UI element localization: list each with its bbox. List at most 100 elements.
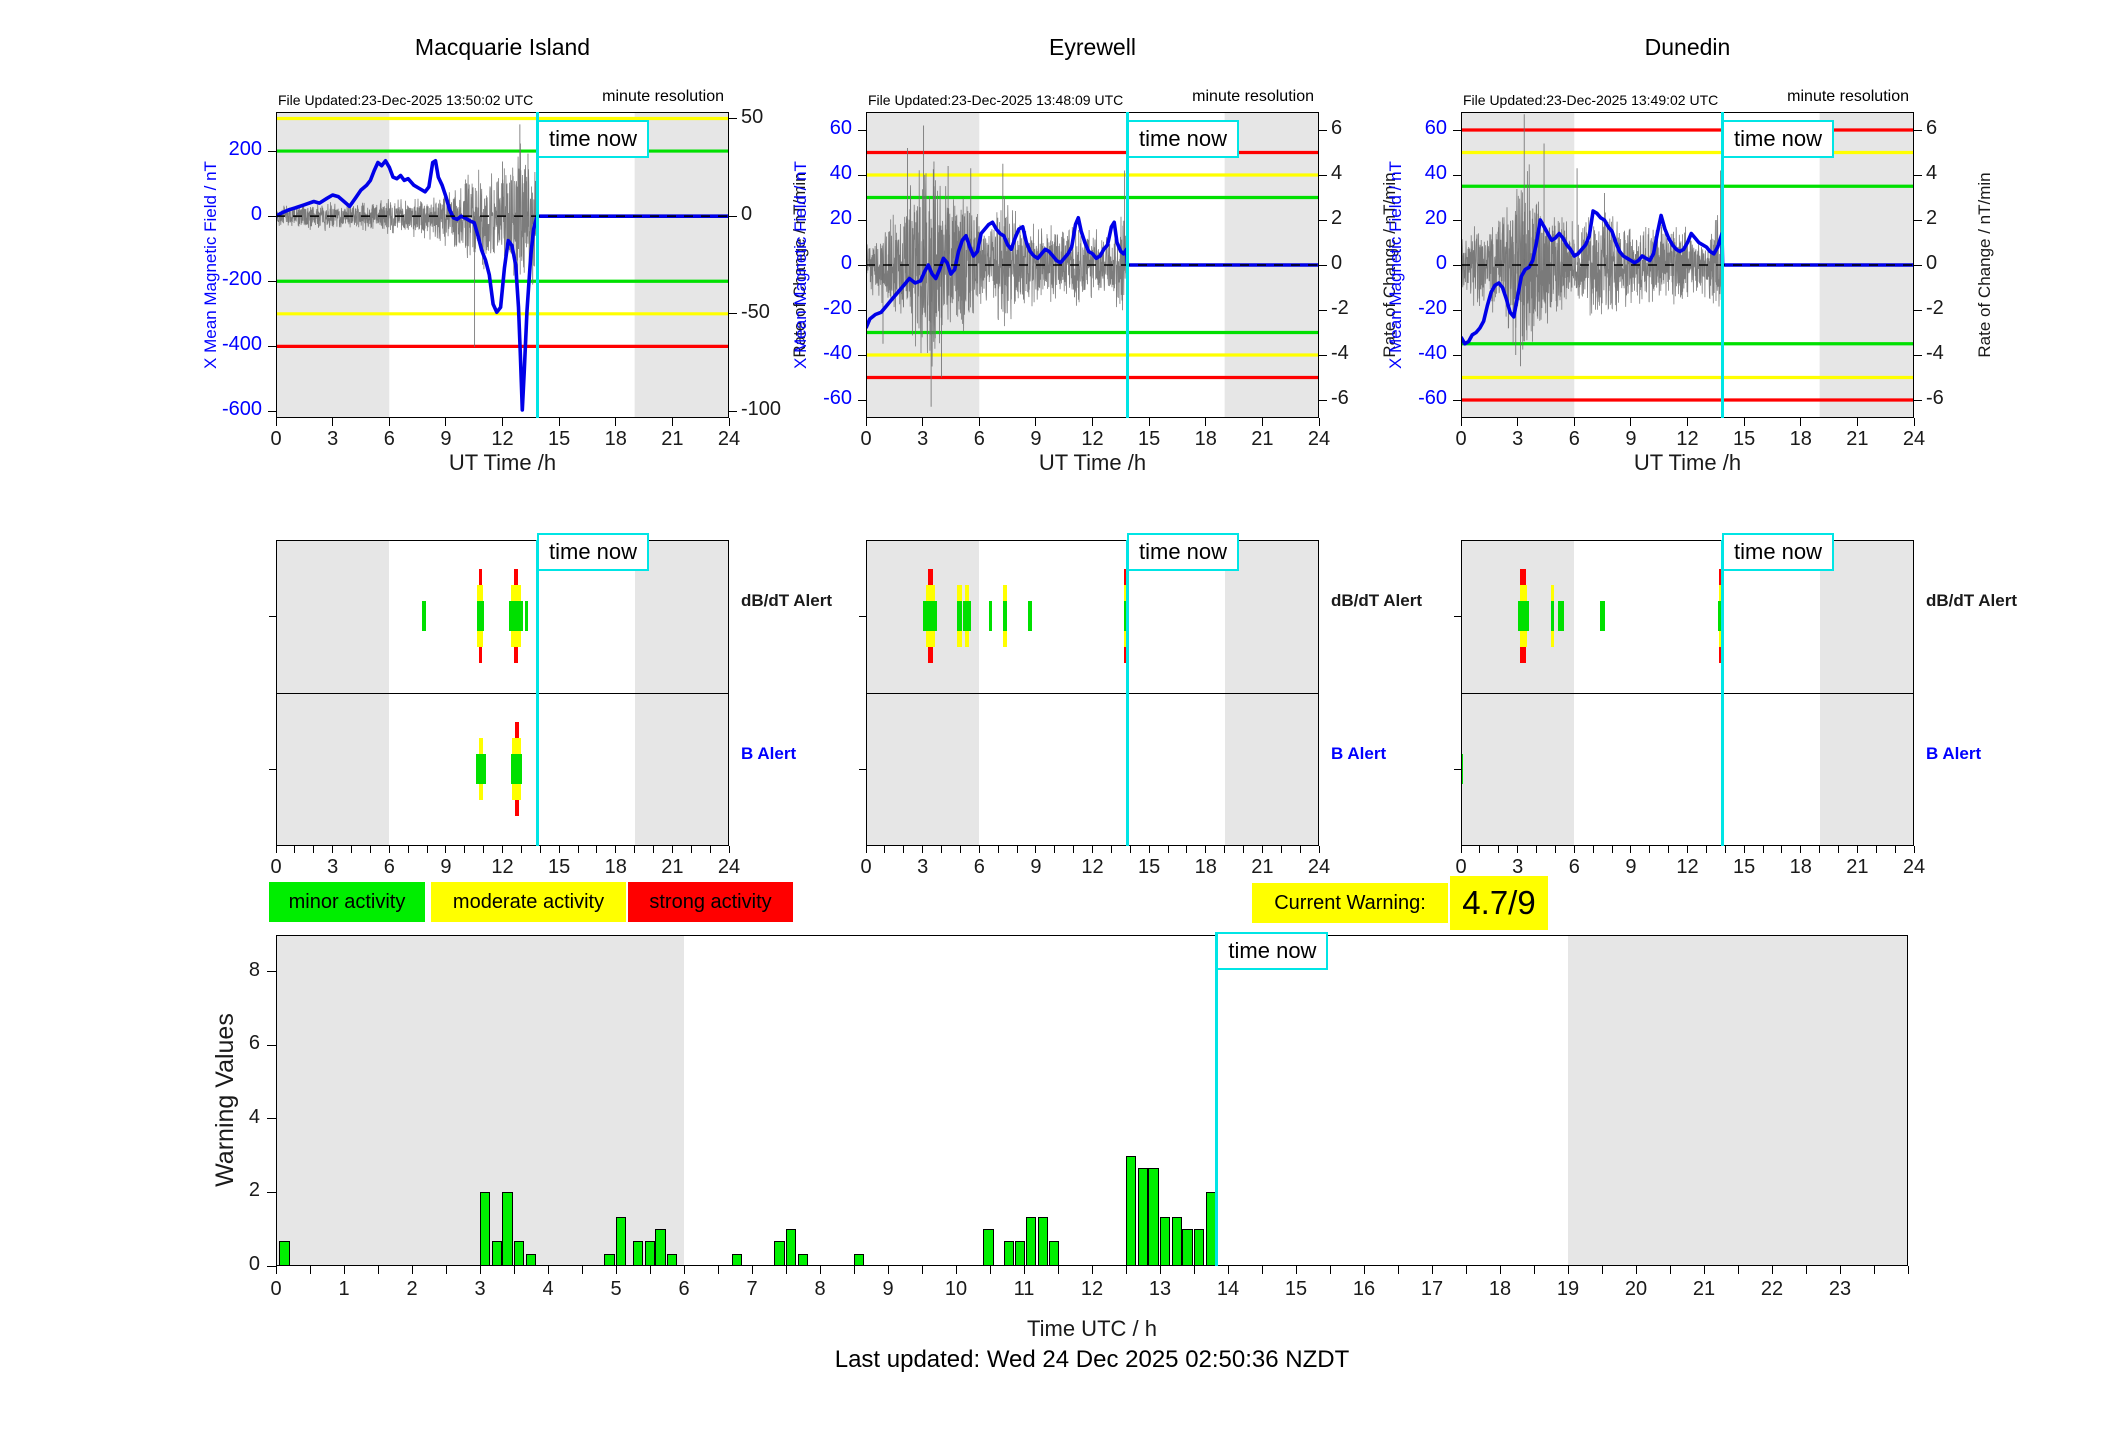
legend-moderate-activity: moderate activity (431, 882, 626, 922)
alert-event-minor (1600, 601, 1605, 631)
x-tick-label: 6 (973, 428, 985, 450)
x-tick (1016, 846, 1018, 853)
strip-divider (866, 692, 1319, 694)
y-tick (1453, 174, 1461, 176)
x-tick (683, 1266, 685, 1274)
x-tick-label: 6 (383, 428, 395, 450)
x-tick (717, 1266, 719, 1274)
x-tick-label: 12 (1676, 428, 1699, 450)
y-tick-label-right: 0 (1926, 252, 1938, 274)
x-tick (1205, 418, 1207, 426)
warning-value-bar (525, 1253, 536, 1266)
x-tick (1243, 846, 1244, 853)
last-updated-text: Last updated: Wed 24 Dec 2025 02:50:36 N… (834, 1346, 1350, 1373)
x-tick (313, 846, 315, 853)
x-tick (445, 846, 447, 853)
x-tick-label: 18 (1194, 856, 1217, 878)
warning-value-bar (1026, 1217, 1037, 1266)
x-tick-label: 18 (1194, 428, 1217, 450)
y-tick-label-left: -400 (221, 333, 262, 356)
y-tick-label-right: 2 (1926, 207, 1938, 229)
x-tick (388, 846, 390, 853)
x-tick-label: 11 (1013, 1278, 1035, 1300)
x-tick-label: 8 (814, 1278, 826, 1300)
x-tick (502, 846, 503, 853)
legend-minor-activity: minor activity (269, 882, 425, 922)
y-tick (1453, 219, 1461, 221)
y-tick-label-right: 6 (1331, 117, 1343, 139)
x-axis-label: UT Time /h (1633, 450, 1742, 475)
y-tick-label-right: -2 (1331, 297, 1349, 319)
warning-value-bar (786, 1229, 797, 1266)
strip-divider (276, 692, 729, 694)
y-tick-label-right: -50 (741, 300, 770, 323)
x-tick (1329, 1266, 1331, 1274)
x-tick (332, 418, 334, 426)
x-tick (1668, 846, 1670, 853)
x-tick-label: 21 (661, 856, 684, 878)
y-tick (267, 1265, 276, 1267)
x-tick (1318, 846, 1320, 853)
x-axis-label: UT Time /h (1038, 450, 1147, 475)
x-tick (1186, 846, 1188, 853)
file-updated-note: File Updated:23-Dec-2025 13:49:02 UTC (1463, 92, 1719, 108)
y-tick-label-right: 4 (1926, 162, 1938, 184)
x-tick (377, 1266, 379, 1274)
y-tick-label: 8 (248, 958, 260, 981)
y-tick (268, 345, 276, 347)
x-tick (959, 846, 961, 853)
alert-event-minor (510, 754, 523, 784)
x-tick (1536, 846, 1537, 853)
x-tick-label: 3 (327, 856, 339, 878)
x-tick-label: 6 (383, 856, 395, 878)
x-tick (1554, 846, 1556, 853)
y-tick (859, 615, 866, 617)
x-tick-label: 9 (882, 1278, 894, 1300)
x-tick-label: 15 (548, 428, 571, 450)
y-tick-label: 2 (248, 1179, 260, 1202)
warning-value-bar (797, 1253, 808, 1266)
x-tick-label: 15 (1138, 428, 1161, 450)
x-tick (426, 846, 428, 853)
y-tick-label-left: 0 (840, 252, 852, 274)
x-tick-label: 18 (604, 856, 627, 878)
y-tick (269, 768, 276, 770)
time-now-line (1721, 112, 1725, 418)
x-tick-label: 12 (1080, 1278, 1104, 1300)
x-tick (1465, 1266, 1467, 1274)
x-tick-label: 15 (1733, 856, 1756, 878)
x-tick (690, 846, 692, 853)
x-tick-label: 21 (1846, 856, 1869, 878)
y-tick-label-left: -20 (823, 297, 852, 319)
x-tick-label: 1 (338, 1278, 350, 1300)
x-tick (1839, 1266, 1841, 1274)
x-tick (1771, 1266, 1773, 1274)
x-tick (309, 1266, 311, 1274)
x-tick (479, 1266, 481, 1274)
time-now-box: time now (1722, 533, 1835, 571)
x-tick (1261, 418, 1263, 426)
y-tick (858, 129, 866, 131)
x-tick (1092, 418, 1093, 426)
warning-value-bar (514, 1241, 525, 1266)
warning-value-bar (731, 1253, 742, 1266)
x-tick-label: 9 (440, 856, 452, 878)
x-tick (1224, 846, 1226, 853)
time-now-box: time now (537, 120, 650, 158)
warning-value-bar (1126, 1155, 1137, 1266)
x-tick (955, 1266, 957, 1274)
x-tick (1894, 846, 1896, 853)
x-tick-label: 18 (604, 428, 627, 450)
x-tick (1261, 846, 1263, 853)
x-tick (1601, 1266, 1603, 1274)
x-tick (1703, 1266, 1705, 1274)
warning-value-bar (983, 1229, 994, 1266)
y-tick (858, 399, 866, 401)
y-tick-label-left: -40 (1418, 342, 1447, 364)
y-tick (859, 768, 866, 770)
alert-event-minor (962, 601, 972, 631)
x-tick-label: 13 (1148, 1278, 1172, 1300)
x-tick (1193, 1266, 1195, 1274)
y-tick-label-right: 6 (1926, 117, 1938, 139)
warning-value-bar (633, 1241, 644, 1266)
